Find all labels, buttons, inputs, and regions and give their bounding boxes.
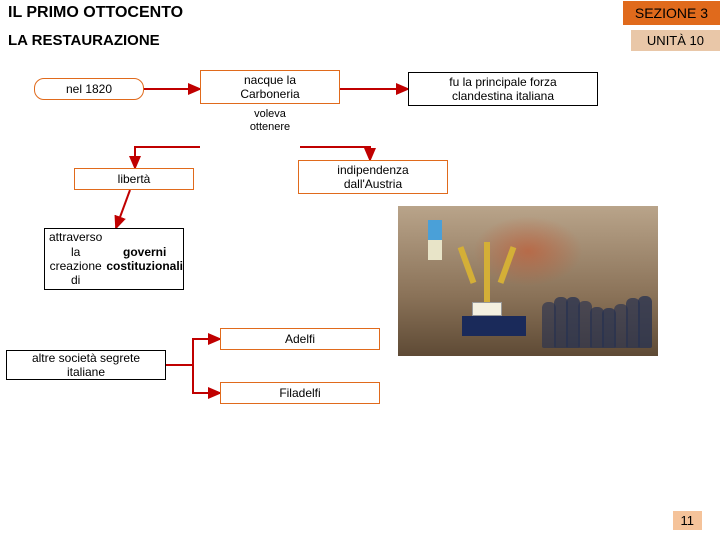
section-badge: SEZIONE 3 <box>623 1 720 25</box>
node-governi: attraverso lacreazione digovernicostituz… <box>44 228 184 290</box>
unit-badge: UNITÀ 10 <box>631 30 720 51</box>
node-liberta: libertà <box>74 168 194 190</box>
diagram-canvas: nel 1820 nacque laCarboneria volevaottener… <box>0 52 720 512</box>
node-adelfi: Adelfi <box>220 328 380 350</box>
sub-header: LA RESTAURAZIONE UNITÀ 10 <box>0 28 720 52</box>
node-voleva: volevaottenere <box>230 107 310 135</box>
node-indip: indipendenzadall'Austria <box>298 160 448 194</box>
page-subtitle: LA RESTAURAZIONE <box>0 32 160 49</box>
node-forza: fu la principale forzaclandestina italia… <box>408 72 598 106</box>
node-carboneria: nacque laCarboneria <box>200 70 340 104</box>
node-nel1820: nel 1820 <box>34 78 144 100</box>
page-title: IL PRIMO OTTOCENTO <box>0 4 183 22</box>
page-number: 11 <box>673 511 703 530</box>
illustration <box>398 206 658 356</box>
node-filadelfi: Filadelfi <box>220 382 380 404</box>
header: IL PRIMO OTTOCENTO SEZIONE 3 <box>0 0 720 26</box>
node-altre: altre società segreteitaliane <box>6 350 166 380</box>
